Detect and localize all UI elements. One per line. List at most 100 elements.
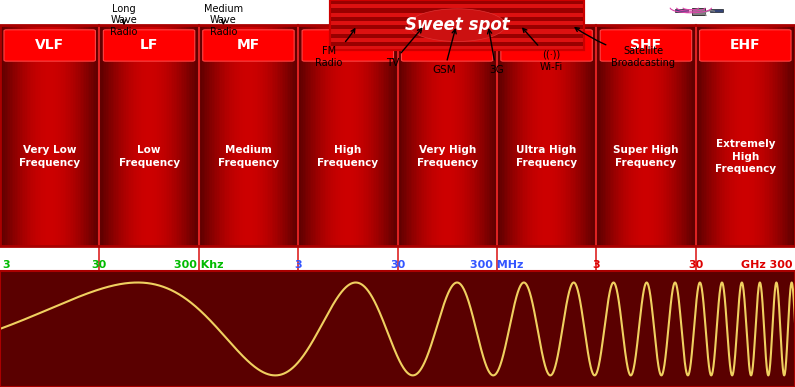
Bar [555,25,557,246]
FancyBboxPatch shape [302,30,394,61]
FancyBboxPatch shape [203,30,294,61]
Bar [604,25,607,246]
Text: HF: HF [337,38,359,53]
Bar [530,25,533,246]
Text: EHF: EHF [730,38,761,53]
Bar [763,25,766,246]
Bar [626,25,629,246]
Bar [255,25,258,246]
Bar [606,25,609,246]
Text: SHF: SHF [630,38,661,53]
Bar [330,0,584,4]
Bar [257,25,259,246]
Text: ((·))
Wi-Fi: ((·)) Wi-Fi [523,28,564,72]
Bar [681,25,683,246]
Bar [366,25,369,246]
Bar [685,25,688,246]
Bar [38,25,41,246]
Bar [344,25,347,246]
Bar [113,25,115,246]
Bar [376,25,378,246]
Bar [598,25,600,246]
Bar [336,25,339,246]
Bar [573,25,576,246]
Bar [451,25,453,246]
Bar [131,25,134,246]
Bar [91,25,94,246]
Text: LF: LF [140,38,158,53]
Bar [129,25,132,246]
Bar [18,25,21,246]
Bar [171,25,173,246]
Bar [665,25,669,246]
Bar [220,25,223,246]
Bar [742,25,744,246]
Bar [330,25,332,246]
Bar [330,9,584,12]
Bar [765,25,768,246]
Bar [149,25,152,246]
Bar [653,25,655,246]
Bar [363,25,365,246]
Text: VLF: VLF [35,38,64,53]
Bar [533,25,536,246]
Bar [512,25,514,246]
Bar [205,25,207,246]
Text: 3: 3 [592,260,600,270]
Bar [584,25,587,246]
Bar [45,25,47,246]
Bar [212,25,215,246]
Bar [379,25,382,246]
Bar [243,25,246,246]
Bar [780,25,782,246]
Bar [537,25,539,246]
Bar [185,25,188,246]
Bar [301,25,304,246]
Bar [197,25,200,246]
Bar [313,25,316,246]
Bar [33,25,36,246]
Bar [300,25,302,246]
Text: 30: 30 [91,260,107,270]
Bar [752,25,754,246]
Bar [304,25,307,246]
Bar [87,25,90,246]
Bar [154,25,157,246]
Bar [83,25,85,246]
Bar [204,25,206,246]
Bar [789,25,791,246]
Bar [586,25,589,246]
Bar [208,25,211,246]
Bar [750,25,753,246]
Bar [32,25,34,246]
Bar [393,25,395,246]
Bar [510,25,513,246]
Bar [10,25,13,246]
Bar [734,25,736,246]
Bar [330,12,584,17]
Bar [330,46,584,50]
Bar [356,25,359,246]
Bar [107,25,110,246]
Bar [758,25,761,246]
Bar [477,25,479,246]
Bar [717,25,719,246]
Bar [254,25,256,246]
Bar [500,25,502,246]
Bar [388,25,390,246]
Bar [63,25,65,246]
Bar [622,25,625,246]
Bar [290,25,293,246]
Bar [437,25,440,246]
Bar [591,25,594,246]
Bar [760,25,762,246]
Bar [489,25,491,246]
Bar [615,25,617,246]
Bar [124,25,126,246]
Bar [593,25,595,246]
Bar [549,25,551,246]
Bar [252,25,254,246]
Bar [341,25,343,246]
Bar [561,25,564,246]
Bar [303,25,305,246]
